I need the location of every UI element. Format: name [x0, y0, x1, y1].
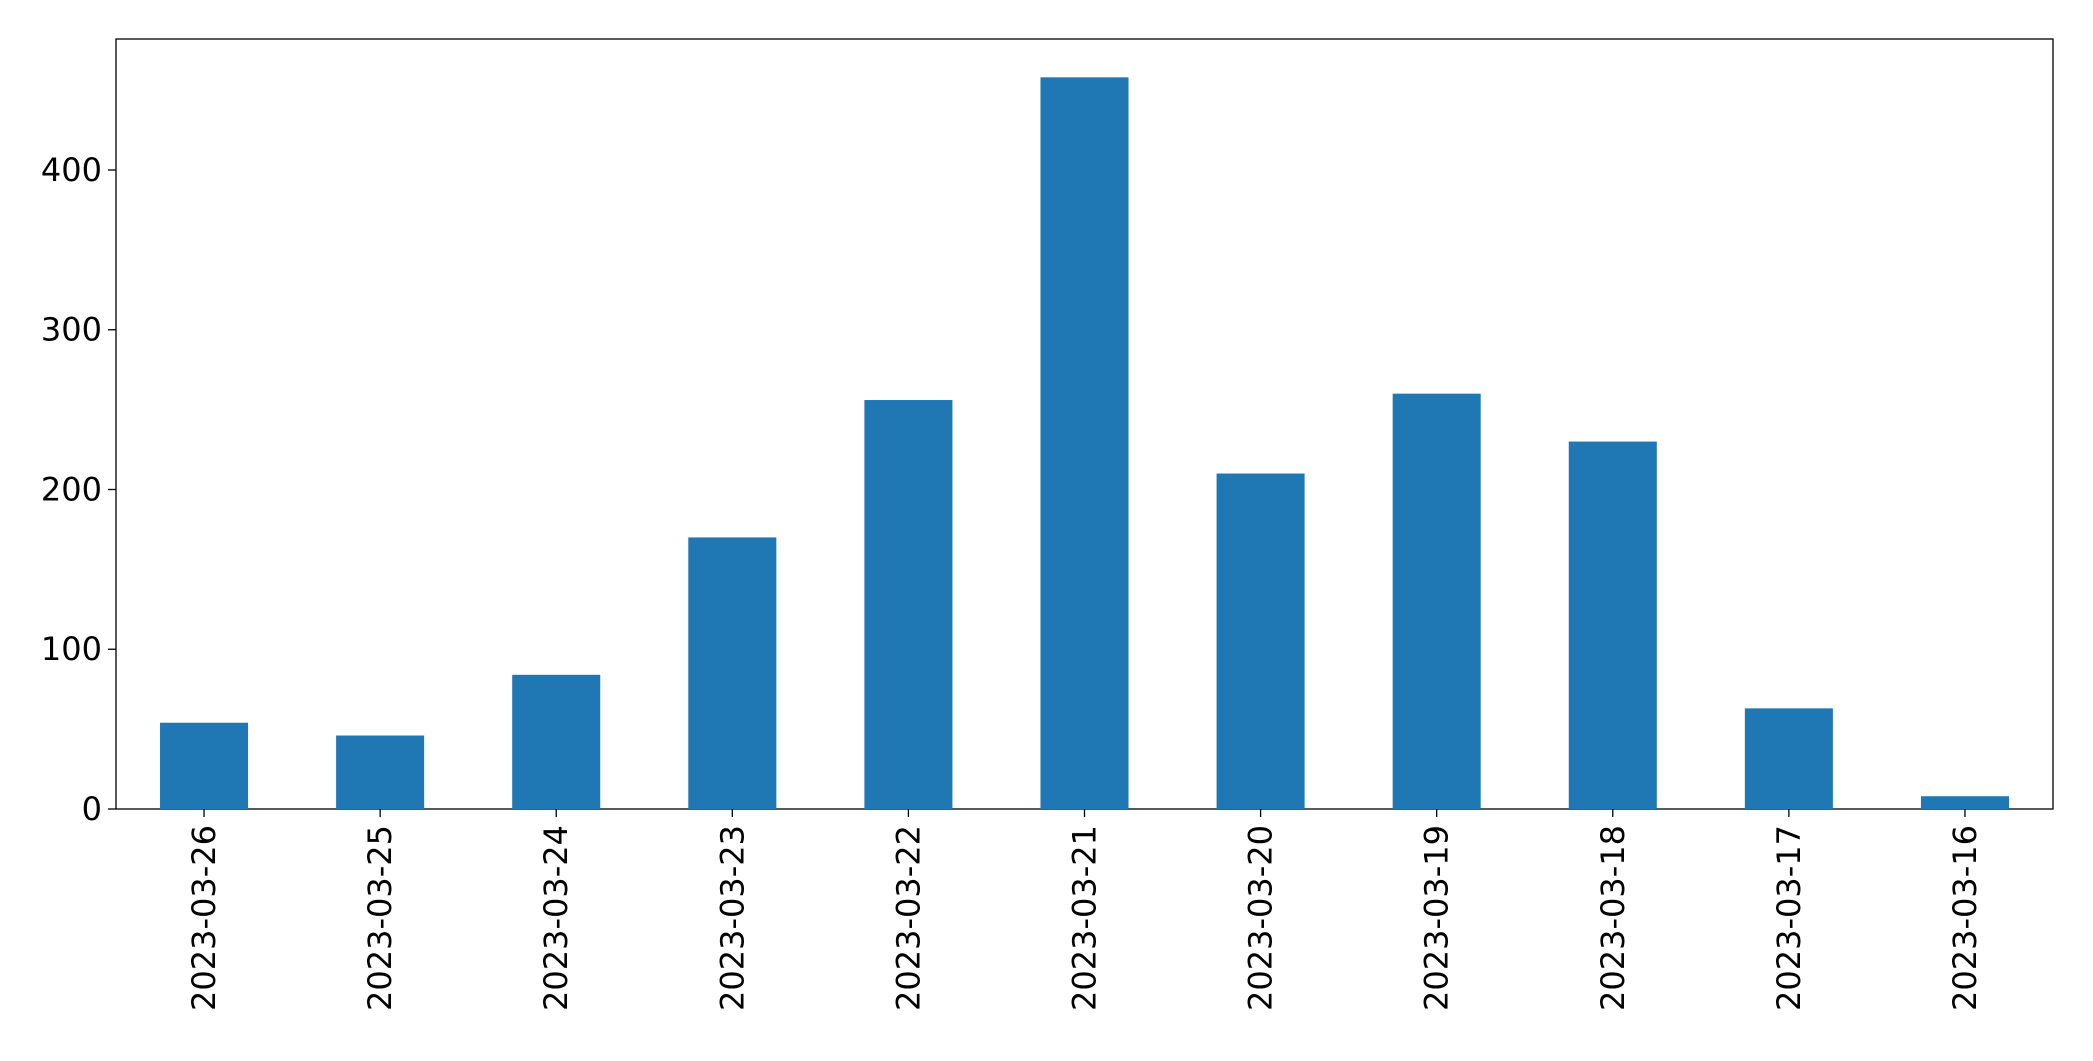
x-tick-label: 2023-03-23 [713, 825, 751, 1011]
y-tick-label: 400 [41, 151, 102, 189]
bar [688, 537, 777, 809]
y-tick-label: 0 [82, 790, 102, 828]
x-tick-label: 2023-03-17 [1770, 825, 1808, 1011]
x-tick-label: 2023-03-16 [1946, 825, 1984, 1011]
x-tick-label: 2023-03-25 [361, 825, 399, 1011]
bar [160, 722, 249, 809]
bar [1920, 796, 2009, 809]
y-tick-label: 200 [41, 470, 102, 508]
x-tick-label: 2023-03-21 [1066, 825, 1104, 1011]
bar [1392, 393, 1481, 809]
x-tick-label: 2023-03-19 [1418, 825, 1456, 1011]
x-tick-label: 2023-03-26 [185, 825, 223, 1011]
x-tick-label: 2023-03-18 [1594, 825, 1632, 1011]
x-tick-label: 2023-03-24 [537, 825, 575, 1011]
x-tick-label: 2023-03-22 [889, 825, 927, 1011]
bar [1216, 473, 1305, 809]
x-tick-label: 2023-03-20 [1242, 825, 1280, 1011]
bar [512, 674, 601, 809]
bar [1744, 708, 1833, 809]
bar [864, 400, 953, 809]
bar [336, 735, 425, 809]
bar [1568, 441, 1657, 809]
y-tick-label: 300 [41, 311, 102, 349]
y-tick-label: 100 [41, 630, 102, 668]
bar [1040, 77, 1129, 809]
